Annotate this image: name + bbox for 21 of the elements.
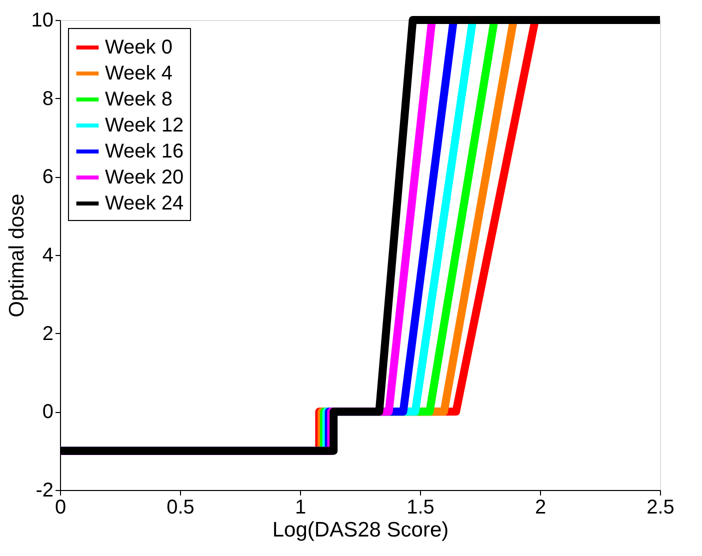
y-tick-label: 6 [42,166,54,188]
legend-label: Week 12 [105,114,184,136]
y-tick-label: 4 [42,244,54,266]
legend-label: Week 20 [105,166,184,188]
y-tick-label: -2 [36,480,54,502]
y-tick-label: 10 [31,10,54,32]
legend-label: Week 0 [105,36,172,58]
x-axis-title: Log(DAS28 Score) [272,518,449,542]
legend-label: Week 8 [105,88,172,110]
legend-label: Week 24 [105,192,184,214]
x-tick-label: 0.5 [166,496,194,518]
y-tick-label: 0 [42,401,54,424]
x-tick-label: 2.5 [646,496,674,518]
y-tick-label: 2 [42,322,54,345]
legend-label: Week 4 [105,62,172,84]
y-tick-label: 8 [42,88,54,110]
x-tick-label: 1.5 [406,496,434,518]
x-tick-label: 2 [534,496,546,518]
legend-label: Week 16 [105,140,184,162]
y-axis-title: Optimal dose [5,194,28,318]
x-tick-label: 1 [294,496,306,518]
